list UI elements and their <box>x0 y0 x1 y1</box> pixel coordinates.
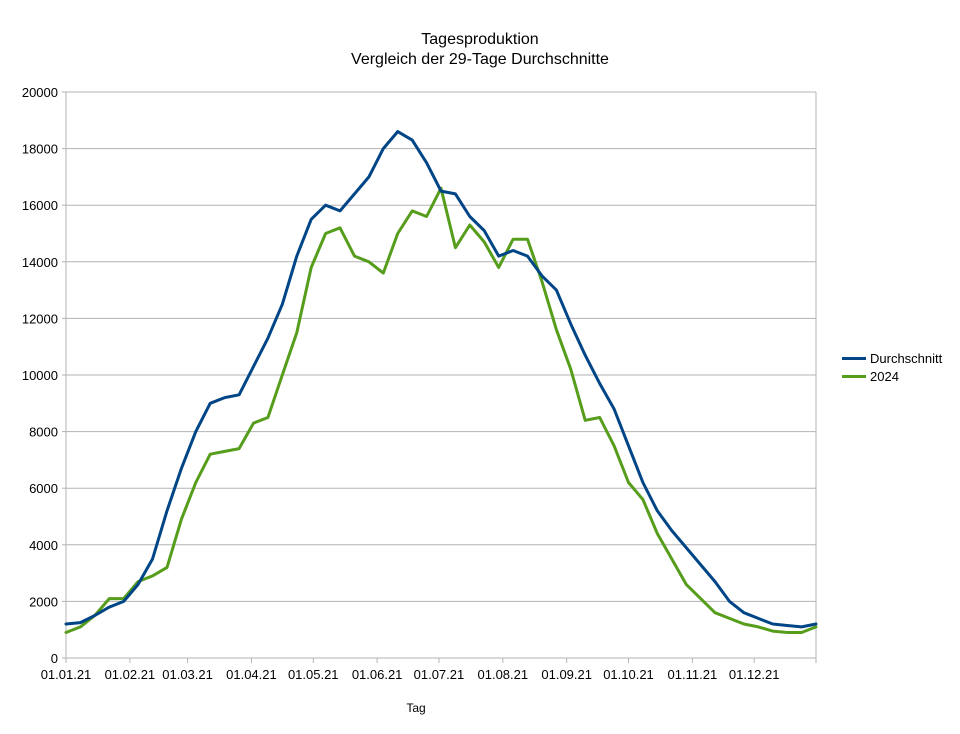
series-line-durchschnitt <box>64 130 818 629</box>
x-tick-label: 01.03.21 <box>162 667 213 682</box>
x-tick-label: 01.02.21 <box>105 667 156 682</box>
y-tick-label: 0 <box>51 651 58 666</box>
x-axis-label: Tag <box>406 701 425 715</box>
legend-item: 2024 <box>842 367 942 385</box>
legend: Durchschnitt 2024 <box>842 349 942 385</box>
x-tick-label: 01.10.21 <box>603 667 654 682</box>
axes <box>62 91 817 663</box>
y-tick-label: 8000 <box>29 425 58 440</box>
x-tick-label: 01.08.21 <box>478 667 529 682</box>
x-tick-label: 01.07.21 <box>414 667 465 682</box>
y-tick-label: 14000 <box>22 255 58 270</box>
chart-subtitle: Vergleich der 29-Tage Durchschnitte <box>351 51 609 68</box>
y-tick-label: 4000 <box>29 538 58 553</box>
x-tick-label: 01.05.21 <box>288 667 339 682</box>
chart-title: Tagesproduktion <box>421 31 539 48</box>
series-lines <box>64 130 818 634</box>
y-tick-labels: 0 2000 4000 6000 8000 10000 12000 14000 16000 180… <box>22 85 58 666</box>
x-tick-label: 01.09.21 <box>541 667 592 682</box>
y-tick-label: 2000 <box>29 594 58 609</box>
gridlines <box>66 91 816 602</box>
x-tick-label: 01.06.21 <box>352 667 403 682</box>
x-tick-label: 01.11.21 <box>668 667 718 682</box>
legend-swatch <box>842 356 866 360</box>
chart-title-block: Tagesproduktion Vergleich der 29-Tage Du… <box>0 30 960 70</box>
y-tick-label: 10000 <box>22 368 58 383</box>
legend-swatch <box>842 374 866 378</box>
x-tick-labels: 01.01.21 01.02.21 01.03.21 01.04.21 01.05.21… <box>41 667 780 682</box>
y-tick-label: 12000 <box>22 311 58 326</box>
legend-label: 2024 <box>870 368 899 384</box>
y-tick-label: 20000 <box>22 85 58 100</box>
x-tick-label: 01.12.21 <box>729 667 780 682</box>
legend-label: Durchschnitt <box>870 350 943 366</box>
y-tick-label: 18000 <box>22 142 58 157</box>
x-tick-label: 01.01.21 <box>41 667 92 682</box>
y-tick-label: 6000 <box>29 481 58 496</box>
x-tick-label: 01.04.21 <box>226 667 277 682</box>
y-tick-label: 16000 <box>22 198 58 213</box>
legend-item: Durchschnitt <box>842 349 942 367</box>
